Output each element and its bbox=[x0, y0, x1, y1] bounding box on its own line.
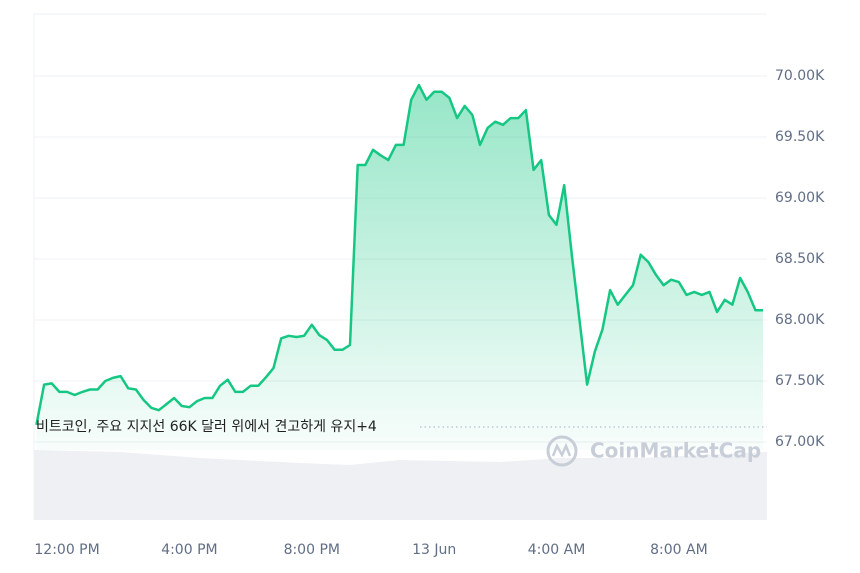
x-tick-label: 8:00 PM bbox=[284, 542, 340, 558]
watermark-logo bbox=[546, 435, 578, 467]
watermark: CoinMarketCap bbox=[590, 439, 761, 463]
x-tick-label: 8:00 AM bbox=[650, 542, 708, 558]
volume-area bbox=[34, 450, 767, 520]
x-tick-label: 13 Jun bbox=[412, 542, 456, 558]
x-tick-label: 12:00 PM bbox=[34, 542, 99, 558]
annotation: 비트코인, 주요 지지선 66K 달러 위에서 견고하게 유지+4 bbox=[36, 419, 377, 435]
y-tick-label: 67.00K bbox=[775, 434, 825, 450]
x-tick-label: 4:00 AM bbox=[528, 542, 586, 558]
y-tick-label: 68.50K bbox=[775, 251, 825, 267]
x-tick-label: 4:00 PM bbox=[161, 542, 217, 558]
watermark-logo bbox=[551, 442, 572, 458]
y-tick-label: 67.50K bbox=[775, 373, 825, 389]
price-line bbox=[35, 83, 763, 426]
y-tick-label: 69.50K bbox=[775, 129, 825, 145]
y-tick-label: 69.00K bbox=[775, 190, 825, 206]
y-tick-label: 68.00K bbox=[775, 312, 825, 328]
y-tick-label: 70.00K bbox=[775, 68, 825, 84]
price-area bbox=[36, 85, 763, 450]
